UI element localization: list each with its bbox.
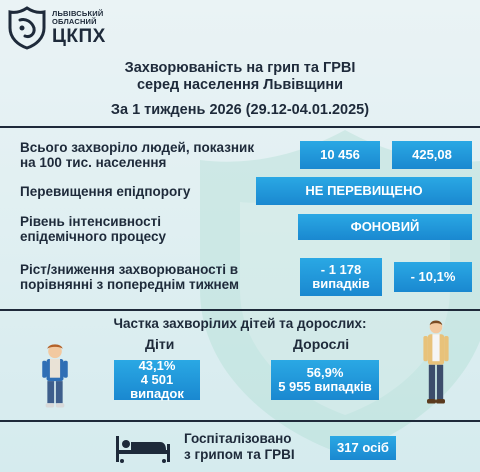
- hospital-label: Госпіталізовано з грипом та ГРВІ: [184, 431, 295, 463]
- title-line-1: Захворюваність на грип та ГРВІ: [124, 60, 356, 76]
- divider-bottom: [0, 420, 480, 422]
- total-label: Всього захворіло людей, показник на 100 …: [20, 140, 254, 170]
- change-percent-box: - 10,1%: [394, 262, 472, 292]
- adults-heading: Дорослі: [293, 336, 350, 352]
- threshold-label: Перевищення епідпорогу: [20, 184, 191, 199]
- children-heading: Діти: [145, 336, 175, 352]
- logo-line-1: ЛЬВІВСЬКИЙ: [52, 8, 104, 18]
- shield-logo-icon: [8, 6, 46, 50]
- divider-top: [0, 126, 480, 128]
- threshold-box: НЕ ПЕРЕВИЩЕНО: [256, 177, 472, 205]
- children-percent: 43,1%: [138, 358, 176, 373]
- intensity-box: ФОНОВИЙ: [298, 214, 472, 240]
- intensity-label-line-1: Рівень інтенсивності: [20, 214, 161, 229]
- children-box: 43,1% 4 501 випадок: [114, 358, 200, 401]
- share-title: Частка захворілих дітей та дорослих:: [113, 316, 367, 331]
- adults-percent: 56,9%: [306, 365, 344, 380]
- adults-box: 56,9% 5 955 випадків: [271, 360, 379, 400]
- divider-middle: [0, 309, 480, 311]
- change-label-line-1: Ріст/зниження захворюваності в: [20, 262, 239, 277]
- hospital-label-line-1: Госпіталізовано: [184, 431, 292, 446]
- change-cases-box: - 1 178 випадків: [300, 258, 382, 296]
- change-cases-unit: випадків: [312, 276, 370, 291]
- total-count-box: 10 456: [300, 141, 380, 169]
- page-title: Захворюваність на грип та ГРВІ серед нас…: [0, 60, 480, 94]
- intensity-label-line-2: епідемічного процесу: [20, 229, 167, 244]
- hospital-label-line-2: з грипом та ГРВІ: [184, 447, 295, 462]
- total-label-line-1: Всього захворіло людей, показник: [20, 140, 255, 155]
- children-cases: 4 501 випадок: [130, 372, 184, 401]
- intensity-label: Рівень інтенсивності епідемічного процес…: [20, 214, 166, 244]
- child-illustration-icon: [42, 344, 68, 408]
- hospital-bed-icon: [116, 436, 170, 463]
- period-title: За 1 тиждень 2026 (29.12-04.01.2025): [110, 102, 370, 118]
- total-label-line-2: на 100 тис. населення: [20, 155, 167, 170]
- adult-illustration-icon: [423, 320, 449, 404]
- change-label: Ріст/зниження захворюваності в порівнянн…: [20, 262, 239, 292]
- total-rate-box: 425,08: [392, 141, 472, 169]
- logo-name: ЦКПХ: [52, 26, 106, 48]
- title-line-2: серед населення Львівщини: [136, 77, 344, 93]
- adults-cases: 5 955 випадків: [278, 379, 372, 394]
- logo-line-2: ОБЛАСНИЙ: [52, 16, 97, 26]
- hospital-box: 317 осіб: [330, 436, 396, 460]
- change-cases-value: - 1 178: [320, 262, 362, 277]
- change-label-line-2: порівнянні з попереднім тижнем: [20, 277, 239, 292]
- logo: ЛЬВІВСЬКИЙ ОБЛАСНИЙ ЦКПХ: [8, 6, 106, 50]
